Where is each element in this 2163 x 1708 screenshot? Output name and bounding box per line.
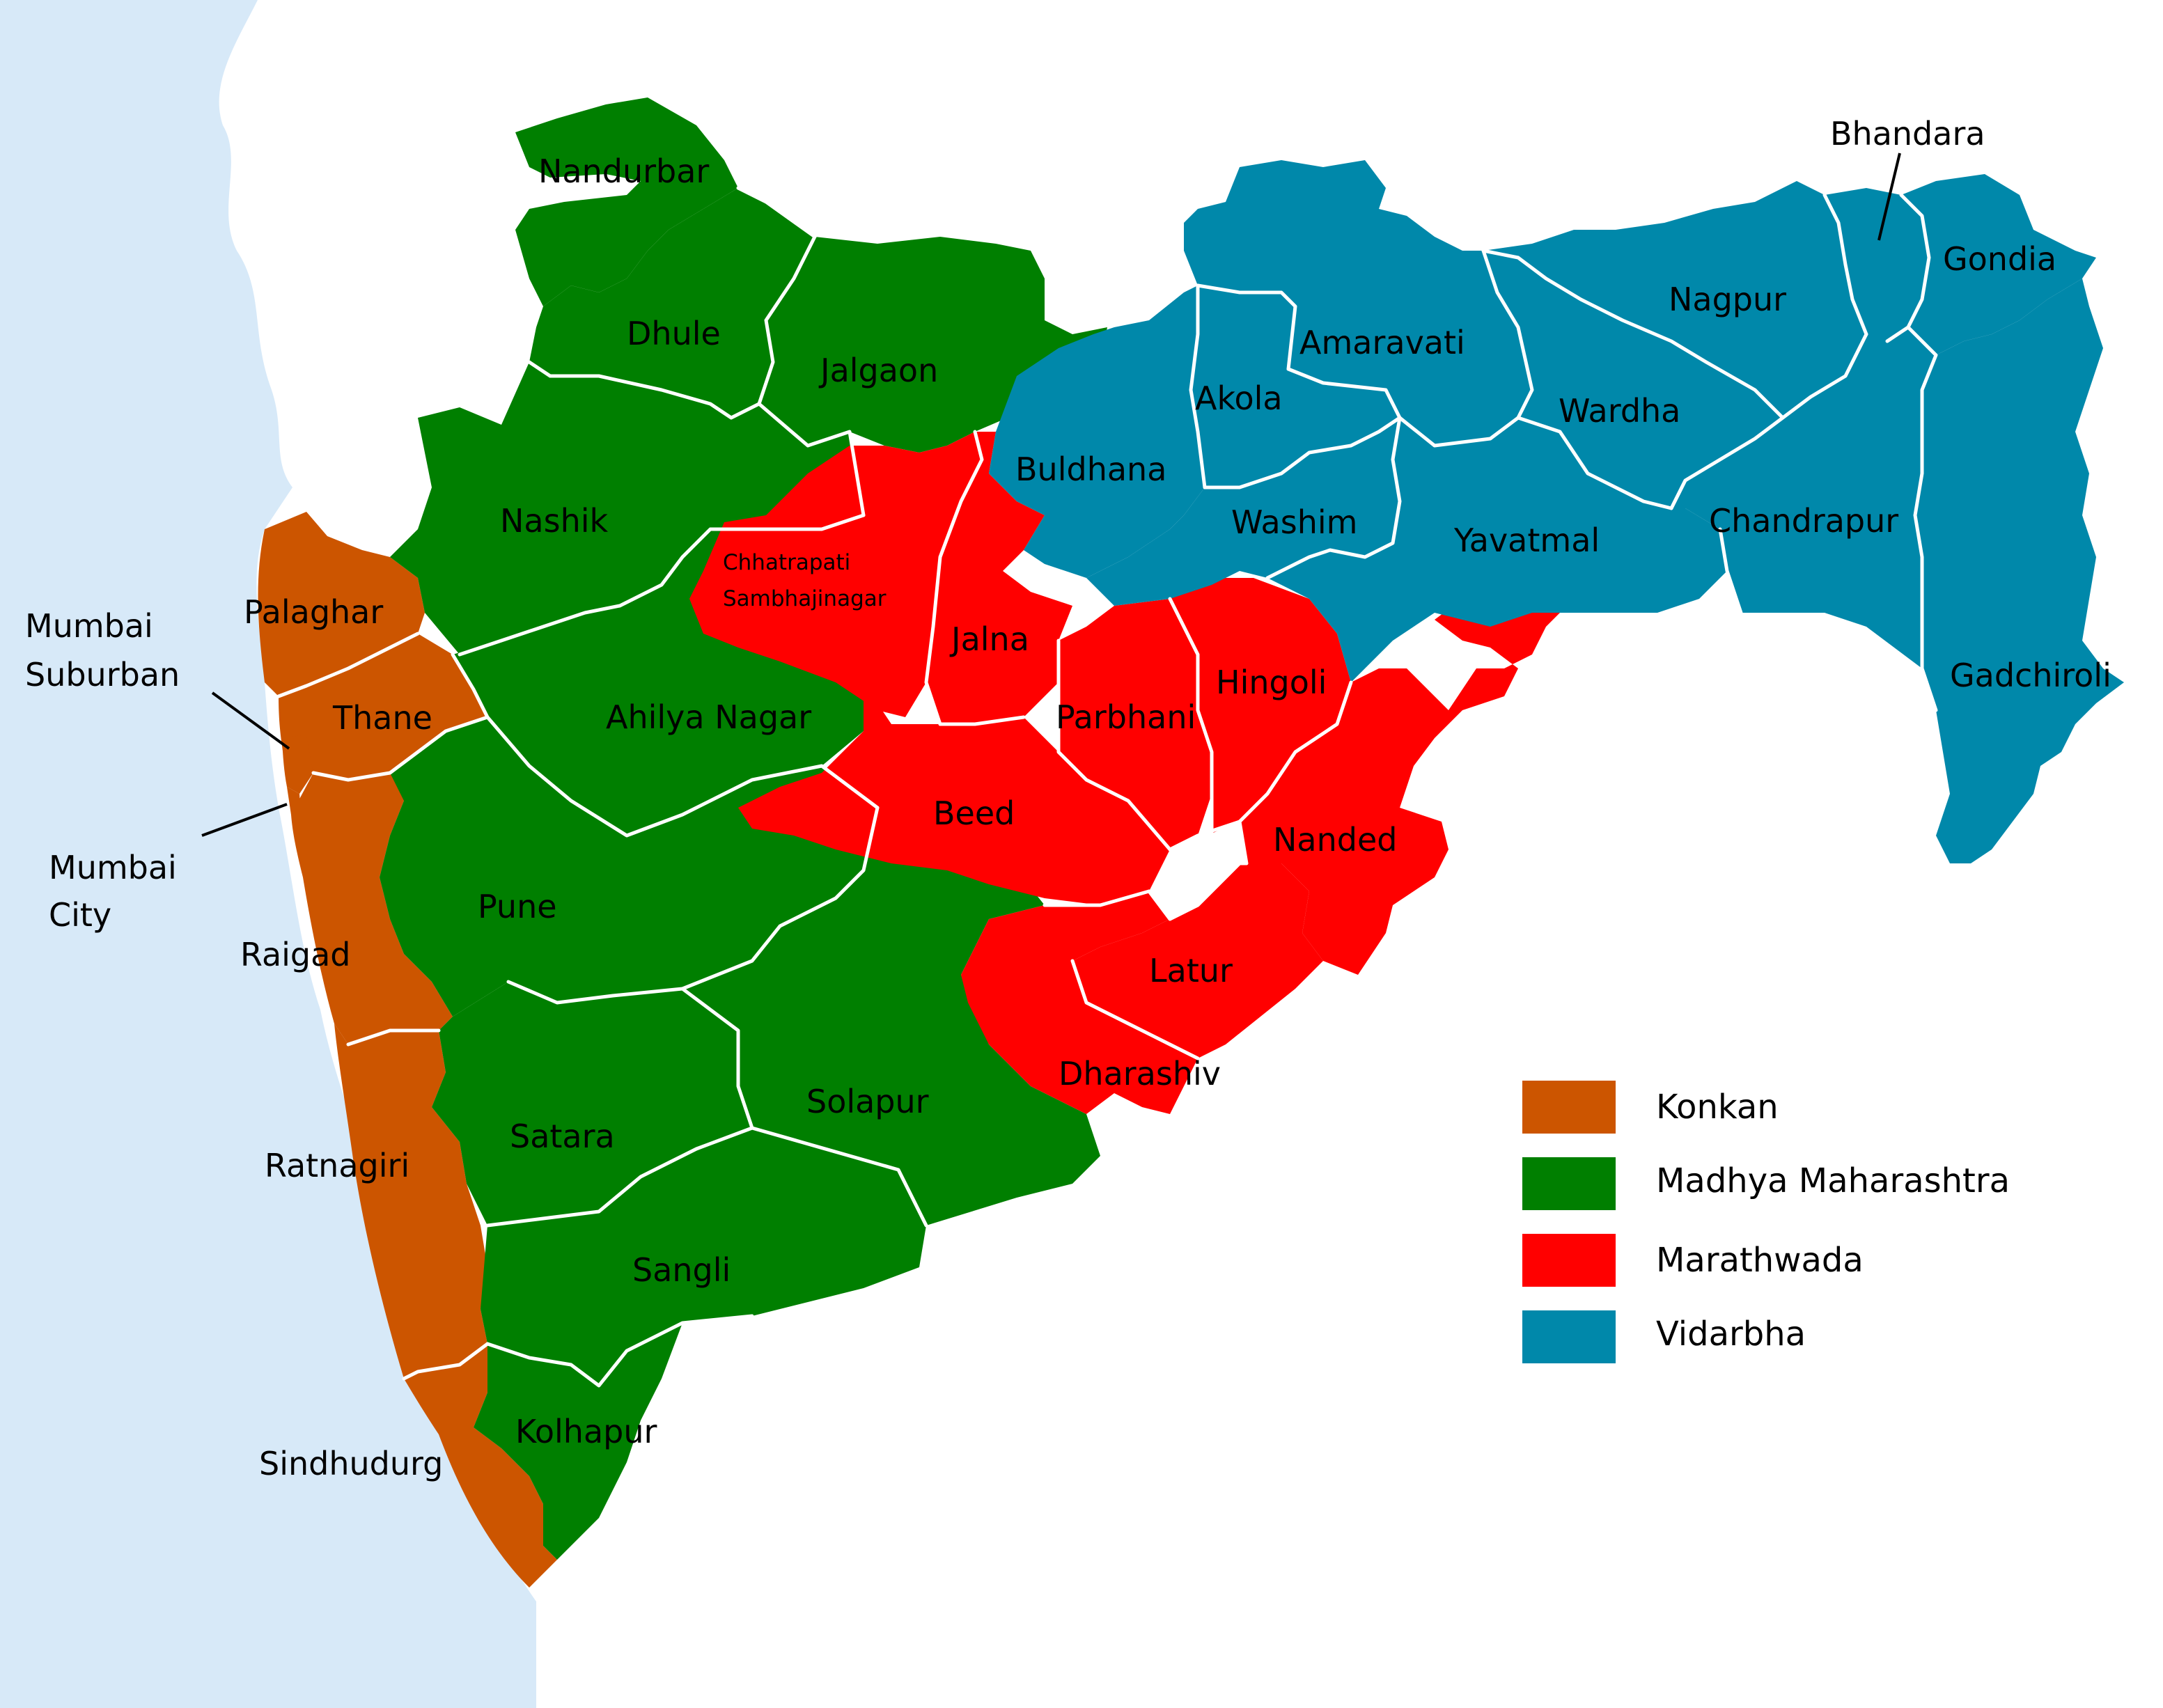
district-labels: Nandurbar Dhule Jalgaon Nashik Palaghar …: [25, 115, 2111, 1482]
region-konkan: [258, 512, 557, 1588]
legend-swatch-vidarbha: [1522, 1310, 1616, 1363]
district-pune[interactable]: [380, 717, 877, 1017]
district-parbhani[interactable]: [1059, 599, 1212, 849]
label-chhatrapati-2: Sambhajinagar: [723, 586, 887, 611]
district-nandurbar[interactable]: [515, 97, 738, 306]
label-thane: Thane: [332, 699, 432, 737]
label-wardha: Wardha: [1559, 392, 1680, 430]
pointer-bhandara: [1877, 152, 1901, 241]
label-mumbai-suburban-1: Mumbai: [25, 607, 153, 645]
label-gondia: Gondia: [1943, 240, 2056, 278]
label-pune: Pune: [478, 888, 557, 925]
district-nashik[interactable]: [390, 362, 864, 655]
label-jalgaon: Jalgaon: [818, 352, 938, 389]
label-mumbai-city-2: City: [49, 896, 111, 934]
label-yavatmal: Yavatmal: [1453, 522, 1600, 559]
district-dhule[interactable]: [529, 188, 815, 418]
region-marathwada: [689, 432, 1560, 1114]
district-latur[interactable]: [1072, 863, 1323, 1058]
pointer-mumbai-suburban: [211, 691, 290, 750]
district-hingoli[interactable]: [1170, 578, 1351, 836]
label-nanded: Nanded: [1273, 821, 1397, 859]
label-palaghar: Palaghar: [244, 593, 383, 631]
label-nagpur: Nagpur: [1669, 281, 1786, 318]
district-thane[interactable]: [279, 634, 487, 780]
label-dhule: Dhule: [627, 315, 721, 352]
legend: Konkan Madhya Maharashtra Marathwada Vid…: [1522, 1081, 2010, 1363]
label-beed: Beed: [933, 794, 1015, 832]
label-solapur: Solapur: [806, 1083, 929, 1120]
district-amaravati[interactable]: [1184, 160, 1532, 446]
region-vidarbha: [989, 160, 2124, 863]
label-akola: Akola: [1195, 379, 1283, 417]
district-gondia[interactable]: [1901, 174, 2096, 355]
label-nandurbar: Nandurbar: [538, 152, 709, 190]
label-sindhudurg: Sindhudurg: [259, 1445, 443, 1482]
label-washim: Washim: [1231, 503, 1357, 541]
district-dharashiv[interactable]: [961, 891, 1198, 1114]
legend-swatch-konkan: [1522, 1081, 1616, 1134]
label-mumbai-city-1: Mumbai: [49, 849, 177, 886]
district-chandrapur[interactable]: [1671, 327, 1936, 668]
district-jalna[interactable]: [926, 432, 1072, 724]
label-kolhapur: Kolhapur: [515, 1413, 657, 1450]
label-hingoli: Hingoli: [1216, 664, 1327, 701]
label-dharashiv: Dharashiv: [1059, 1055, 1221, 1092]
legend-swatch-marathwada: [1522, 1234, 1616, 1287]
district-mumbai-suburban[interactable]: [282, 735, 313, 794]
label-sangli: Sangli: [632, 1251, 731, 1289]
label-latur: Latur: [1149, 952, 1233, 989]
district-raigad[interactable]: [291, 752, 453, 1044]
district-washim[interactable]: [1086, 418, 1400, 606]
label-mumbai-suburban-2: Suburban: [25, 656, 180, 694]
district-satara[interactable]: [432, 982, 752, 1225]
label-satara: Satara: [510, 1118, 615, 1155]
label-ratnagiri: Ratnagiri: [265, 1147, 409, 1184]
label-amaravati: Amaravati: [1299, 324, 1465, 361]
district-kolhapur[interactable]: [474, 1323, 682, 1560]
label-bhandara: Bhandara: [1830, 115, 1985, 152]
label-parbhani: Parbhani: [1056, 698, 1196, 736]
district-wardha[interactable]: [1483, 251, 1783, 508]
region-madhya-maharashtra: [380, 97, 1107, 1560]
district-sindhudurg[interactable]: [404, 1344, 557, 1588]
legend-label-marathwada: Marathwada: [1656, 1241, 1864, 1280]
district-nanded[interactable]: [1240, 599, 1560, 975]
district-gadchiroli[interactable]: [1915, 279, 2124, 863]
label-nashik: Nashik: [500, 502, 608, 540]
label-ahilya-nagar: Ahilya Nagar: [606, 698, 811, 736]
district-akola[interactable]: [1191, 285, 1400, 487]
label-raigad: Raigad: [240, 936, 351, 973]
label-gadchiroli: Gadchiroli: [1950, 657, 2111, 694]
district-buldhana[interactable]: [989, 285, 1205, 578]
district-sangli[interactable]: [481, 1128, 926, 1386]
district-chhatrapati-sambhajinagar[interactable]: [689, 432, 982, 717]
label-buldhana: Buldhana: [1015, 450, 1166, 488]
label-chhatrapati-1: Chhatrapati: [723, 550, 850, 575]
district-yavatmal[interactable]: [1267, 418, 1727, 682]
pointer-mumbai-city: [201, 803, 288, 837]
legend-label-vidarbha: Vidarbha: [1656, 1315, 1806, 1354]
district-nagpur[interactable]: [1483, 181, 1866, 418]
label-chandrapur: Chandrapur: [1709, 502, 1898, 540]
legend-label-konkan: Konkan: [1656, 1088, 1779, 1127]
district-beed[interactable]: [738, 682, 1170, 905]
district-borders: [276, 186, 1938, 1388]
legend-label-madhya: Madhya Maharashtra: [1656, 1161, 2010, 1200]
district-solapur[interactable]: [682, 808, 1100, 1225]
district-bhandara[interactable]: [1825, 188, 1929, 348]
label-jalna: Jalna: [949, 620, 1029, 658]
district-ratnagiri[interactable]: [334, 1024, 487, 1379]
legend-swatch-madhya: [1522, 1157, 1616, 1210]
